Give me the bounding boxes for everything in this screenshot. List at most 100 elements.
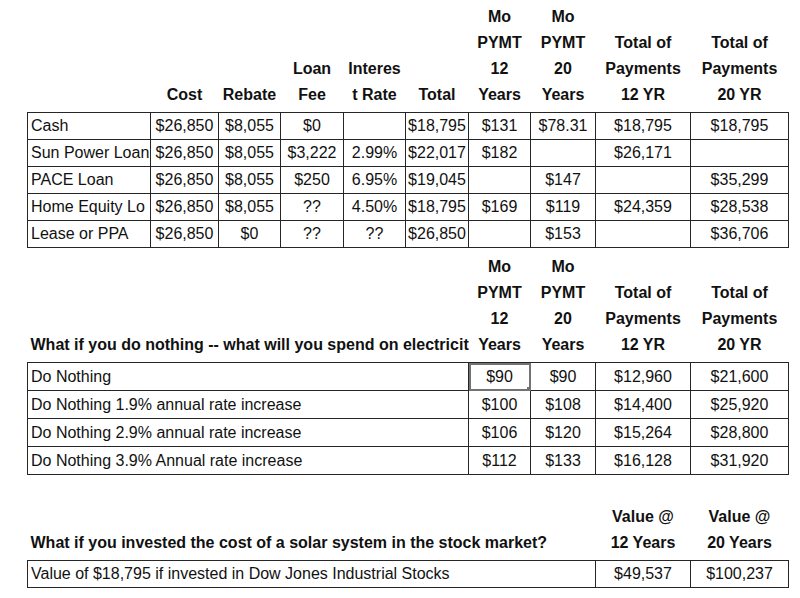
value-cell[interactable]: 2.99%	[344, 140, 406, 167]
value-cell[interactable]: $78.31	[531, 113, 596, 140]
column-header[interactable]: Rebate	[219, 4, 281, 113]
value-cell[interactable]: 6.95%	[344, 167, 406, 194]
row-label-cell[interactable]: Value of $18,795 if invested in Dow Jone…	[28, 561, 596, 588]
row-label-cell[interactable]: Cash	[28, 113, 151, 140]
row-label-cell[interactable]: Sun Power Loan	[28, 140, 151, 167]
table-row: Do Nothing 2.9% annual rate increase$106…	[28, 419, 789, 447]
value-cell[interactable]: $18,795	[596, 113, 691, 140]
value-cell[interactable]: $18,795	[406, 194, 469, 221]
row-label-cell[interactable]: Do Nothing 2.9% annual rate increase	[28, 419, 469, 447]
table-row: Cash$26,850$8,055$0$18,795$131$78.31$18,…	[28, 113, 789, 140]
column-header[interactable]: Value @ 12 Years	[596, 504, 691, 561]
column-header[interactable]: Loan Fee	[281, 4, 344, 113]
value-cell[interactable]: $12,960	[596, 363, 691, 391]
value-cell[interactable]	[691, 140, 789, 167]
value-cell[interactable]: $24,359	[596, 194, 691, 221]
value-cell[interactable]: $19,045	[406, 167, 469, 194]
corner-cell[interactable]	[28, 4, 151, 113]
table-row: Value of $18,795 if invested in Dow Jone…	[28, 561, 789, 588]
value-cell[interactable]: $8,055	[219, 140, 281, 167]
value-cell[interactable]: $26,171	[596, 140, 691, 167]
value-cell[interactable]: ??	[344, 221, 406, 248]
value-cell[interactable]: ??	[281, 221, 344, 248]
value-cell[interactable]	[469, 167, 531, 194]
value-cell[interactable]: $26,850	[151, 221, 219, 248]
column-header[interactable]: Total of Payments 12 YR	[596, 4, 691, 113]
table-row: Home Equity Lo$26,850$8,055??4.50%$18,79…	[28, 194, 789, 221]
value-cell[interactable]: $36,706	[691, 221, 789, 248]
value-cell[interactable]: $106	[469, 419, 531, 447]
value-cell[interactable]	[596, 167, 691, 194]
investment-section-title[interactable]: What if you invested the cost of a solar…	[28, 504, 596, 561]
value-cell[interactable]	[531, 140, 596, 167]
value-cell[interactable]: $8,055	[219, 194, 281, 221]
value-cell[interactable]: $31,920	[691, 447, 789, 475]
value-cell[interactable]: $8,055	[219, 167, 281, 194]
table-row: PACE Loan$26,850$8,055$2506.95%$19,045 $1…	[28, 167, 789, 194]
value-cell[interactable]: $112	[469, 447, 531, 475]
value-cell[interactable]: $14,400	[596, 391, 691, 419]
value-cell[interactable]: $119	[531, 194, 596, 221]
value-cell[interactable]: $182	[469, 140, 531, 167]
value-cell[interactable]: $131	[469, 113, 531, 140]
value-cell[interactable]: $133	[531, 447, 596, 475]
value-cell[interactable]: $22,017	[406, 140, 469, 167]
value-cell[interactable]: $120	[531, 419, 596, 447]
column-header[interactable]: Mo PYMT 12 Years	[469, 254, 531, 363]
value-cell[interactable]: $26,850	[406, 221, 469, 248]
value-cell[interactable]	[344, 113, 406, 140]
row-label-cell[interactable]: PACE Loan	[28, 167, 151, 194]
do-nothing-header-row: What if you do nothing -- what will you …	[28, 254, 789, 363]
value-cell[interactable]: $18,795	[691, 113, 789, 140]
value-cell[interactable]	[469, 221, 531, 248]
column-header[interactable]: Total of Payments 12 YR	[596, 254, 691, 363]
active-cell[interactable]: $90	[469, 363, 531, 391]
value-cell[interactable]: $21,600	[691, 363, 789, 391]
row-label-cell[interactable]: Do Nothing	[28, 363, 469, 391]
value-cell[interactable]: $26,850	[151, 113, 219, 140]
value-cell[interactable]: $90	[531, 363, 596, 391]
investment-table: What if you invested the cost of a solar…	[27, 504, 789, 588]
row-label-cell[interactable]: Home Equity Lo	[28, 194, 151, 221]
row-label-cell[interactable]: Do Nothing 3.9% Annual rate increase	[28, 447, 469, 475]
value-cell[interactable]: $8,055	[219, 113, 281, 140]
value-cell[interactable]: $15,264	[596, 419, 691, 447]
value-cell[interactable]: $0	[219, 221, 281, 248]
row-label-cell[interactable]: Lease or PPA	[28, 221, 151, 248]
value-cell[interactable]: $26,850	[151, 194, 219, 221]
value-cell[interactable]: $108	[531, 391, 596, 419]
value-cell[interactable]: $35,299	[691, 167, 789, 194]
column-header[interactable]: Total	[406, 4, 469, 113]
column-header[interactable]: Mo PYMT 20 Years	[531, 254, 596, 363]
value-cell[interactable]	[596, 221, 691, 248]
value-cell[interactable]: $0	[281, 113, 344, 140]
financing-table: CostRebateLoan FeeInteres t RateTotalMo …	[27, 4, 789, 248]
value-cell[interactable]: $169	[469, 194, 531, 221]
value-cell[interactable]: $26,850	[151, 140, 219, 167]
column-header[interactable]: Total of Payments 20 YR	[691, 254, 789, 363]
column-header[interactable]: Mo PYMT 12 Years	[469, 4, 531, 113]
value-cell[interactable]: $250	[281, 167, 344, 194]
value-cell[interactable]: $3,222	[281, 140, 344, 167]
value-cell[interactable]: $49,537	[596, 561, 691, 588]
value-cell[interactable]: $28,800	[691, 419, 789, 447]
value-cell[interactable]: $147	[531, 167, 596, 194]
column-header[interactable]: Interes t Rate	[344, 4, 406, 113]
value-cell[interactable]: $100,237	[691, 561, 789, 588]
value-cell[interactable]: 4.50%	[344, 194, 406, 221]
financing-header-row: CostRebateLoan FeeInteres t RateTotalMo …	[28, 4, 789, 113]
column-header[interactable]: Cost	[151, 4, 219, 113]
row-label-cell[interactable]: Do Nothing 1.9% annual rate increase	[28, 391, 469, 419]
column-header[interactable]: Total of Payments 20 YR	[691, 4, 789, 113]
value-cell[interactable]: $153	[531, 221, 596, 248]
column-header[interactable]: Value @ 20 Years	[691, 504, 789, 561]
value-cell[interactable]: $26,850	[151, 167, 219, 194]
value-cell[interactable]: $100	[469, 391, 531, 419]
value-cell[interactable]: $16,128	[596, 447, 691, 475]
value-cell[interactable]: $28,538	[691, 194, 789, 221]
value-cell[interactable]: $25,920	[691, 391, 789, 419]
do-nothing-section-title[interactable]: What if you do nothing -- what will you …	[28, 254, 469, 363]
column-header[interactable]: Mo PYMT 20 Years	[531, 4, 596, 113]
value-cell[interactable]: ??	[281, 194, 344, 221]
value-cell[interactable]: $18,795	[406, 113, 469, 140]
